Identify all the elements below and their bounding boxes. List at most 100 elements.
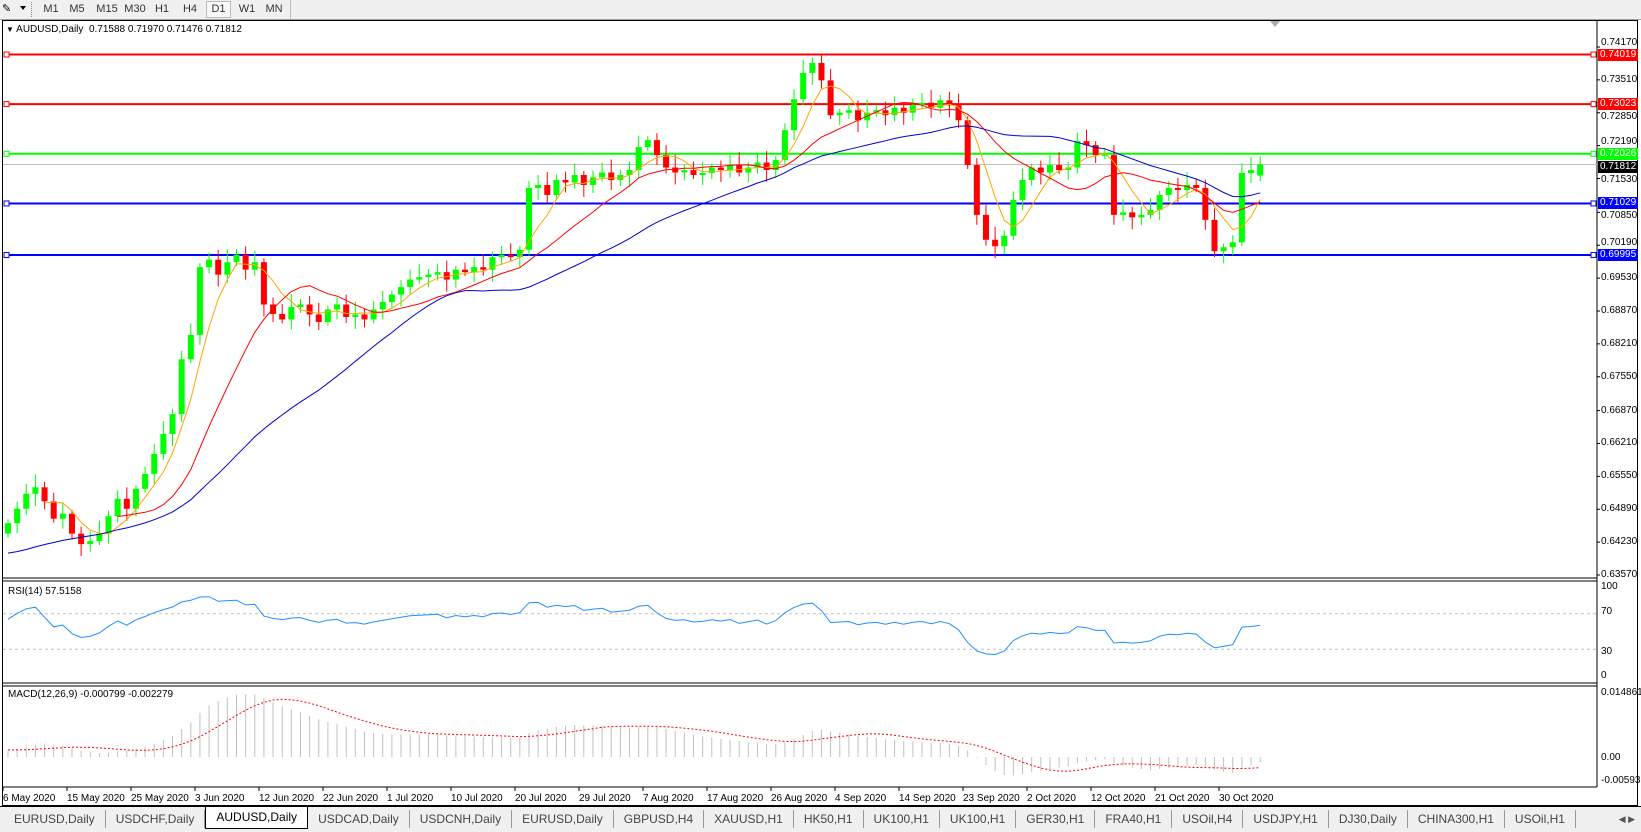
price-tick: 0.66870 xyxy=(1601,404,1638,416)
candle-body xyxy=(1257,164,1264,176)
price-tick: 0.70190 xyxy=(1601,236,1638,248)
candle-body xyxy=(763,162,770,171)
chart-tab[interactable]: UK100,H1 xyxy=(864,810,940,828)
candle-body xyxy=(1019,179,1026,200)
chart-tab[interactable]: EURUSD,Daily xyxy=(512,810,614,828)
candle-body xyxy=(132,488,139,509)
candle-body xyxy=(964,120,971,166)
candle-body xyxy=(973,165,980,215)
chart-tab[interactable]: USDCNH,Daily xyxy=(410,810,513,828)
chart-tab[interactable]: USDCHF,Daily xyxy=(106,810,206,828)
chevron-down-icon[interactable] xyxy=(20,6,26,10)
timeframe-h4[interactable]: H4 xyxy=(182,3,198,15)
candle-body xyxy=(1202,187,1209,220)
ma-fast-line xyxy=(44,85,1261,535)
timeframe-m1[interactable]: M1 xyxy=(43,3,59,15)
draw-tools-icon[interactable]: ✎ xyxy=(2,3,12,15)
timeframe-d1[interactable]: D1 xyxy=(206,1,231,18)
level-price-label: 0.71029 xyxy=(1598,197,1638,210)
candle-body xyxy=(690,170,697,176)
date-tick: 6 May 2020 xyxy=(3,793,56,804)
price-tick: 0.67550 xyxy=(1601,370,1638,382)
chart-tab[interactable]: DJ30,Daily xyxy=(1329,810,1408,828)
chart-tab[interactable]: AUDUSD,Daily xyxy=(205,807,309,829)
candle-body xyxy=(480,267,487,270)
chart-tab[interactable]: FRA40,H1 xyxy=(1095,810,1173,828)
collapse-triangle-icon[interactable]: ▼ xyxy=(6,25,14,34)
candle-body xyxy=(891,107,898,116)
candle-body xyxy=(41,487,48,502)
timeframe-mn[interactable]: MN xyxy=(265,3,283,15)
chart-tab[interactable]: HK50,H1 xyxy=(794,810,864,828)
macd-tick: 0.00 xyxy=(1601,752,1621,763)
candle-body xyxy=(425,274,432,278)
level-handle xyxy=(3,51,10,58)
date-tick: 25 May 2020 xyxy=(131,793,189,804)
chart-window[interactable] xyxy=(2,20,1638,806)
candle-body xyxy=(827,80,834,116)
candle-body xyxy=(1037,167,1044,173)
candle-body xyxy=(279,313,286,320)
timeframe-toolbar: ✎ M1 M5 M15 M30 H1 H4 D1 W1 MN xyxy=(0,0,1641,20)
rsi-tick: 70 xyxy=(1601,606,1613,617)
candle-body xyxy=(992,239,999,247)
date-tick: 23 Sep 2020 xyxy=(963,793,1020,804)
chart-tab[interactable]: GBPUSD,H4 xyxy=(614,810,705,828)
candle-body xyxy=(626,170,633,176)
chart-tab[interactable]: EURUSD,Daily xyxy=(4,810,106,828)
candle-body xyxy=(653,140,660,156)
level-handle xyxy=(3,200,10,207)
chart-tab[interactable]: USDJPY,H1 xyxy=(1243,810,1329,828)
chart-tab[interactable]: GER30,H1 xyxy=(1016,810,1096,828)
timeframe-h1[interactable]: H1 xyxy=(154,3,170,15)
candle-body xyxy=(1211,219,1218,252)
candle-body xyxy=(352,314,359,317)
candle-body xyxy=(324,309,331,322)
date-tick: 12 Oct 2020 xyxy=(1091,793,1146,804)
candle-body xyxy=(87,541,94,545)
timeframe-m30[interactable]: M30 xyxy=(124,3,146,15)
date-tick: 4 Sep 2020 xyxy=(835,793,887,804)
price-tick: 0.64230 xyxy=(1601,536,1638,548)
candle-body xyxy=(1248,170,1255,174)
candle-body xyxy=(1083,141,1090,146)
chart-tab[interactable]: XAUUSD,H1 xyxy=(704,810,794,828)
timeframe-m5[interactable]: M5 xyxy=(69,3,85,15)
level-price-label: 0.73023 xyxy=(1598,98,1638,111)
date-tick: 10 Jul 2020 xyxy=(451,793,503,804)
candle-body xyxy=(525,187,532,250)
candle-body xyxy=(260,262,267,305)
level-handle xyxy=(1590,251,1597,258)
rsi-line xyxy=(7,596,1261,656)
candle-body xyxy=(562,179,569,183)
macd-tick: -0.005938 xyxy=(1601,775,1641,786)
candle-body xyxy=(23,493,30,509)
chart-tab[interactable]: CHINA300,H1 xyxy=(1408,810,1505,828)
chart-tab[interactable]: USOil,H4 xyxy=(1172,810,1244,828)
current-price-label: 0.71812 xyxy=(1598,160,1638,173)
candle-body xyxy=(1184,184,1191,190)
candle-body xyxy=(315,314,322,322)
candle-body xyxy=(919,102,925,106)
candle-body xyxy=(105,516,112,534)
candle-body xyxy=(1156,194,1163,210)
price-tick: 0.72850 xyxy=(1601,111,1638,123)
chart-tab[interactable]: USOil,H1 xyxy=(1505,810,1576,828)
level-handle xyxy=(1590,101,1597,108)
candle-body xyxy=(123,498,130,509)
chart-tab[interactable]: USDCAD,Daily xyxy=(308,810,410,828)
candle-body xyxy=(900,107,907,113)
level-handle xyxy=(3,150,10,157)
level-handle xyxy=(3,251,10,258)
candle-body xyxy=(836,112,843,116)
chart-tab[interactable]: UK100,H1 xyxy=(940,810,1017,828)
candle-body xyxy=(882,110,889,116)
candle-body xyxy=(32,487,39,494)
timeframe-w1[interactable]: W1 xyxy=(238,3,256,15)
tab-scroll-arrows-icon[interactable]: ◀ ▶ xyxy=(1618,814,1635,824)
timeframe-m15[interactable]: M15 xyxy=(96,3,118,15)
candle-body xyxy=(589,177,596,185)
candle-body xyxy=(608,172,615,180)
rsi-header: RSI(14) 57.5158 xyxy=(8,586,82,597)
